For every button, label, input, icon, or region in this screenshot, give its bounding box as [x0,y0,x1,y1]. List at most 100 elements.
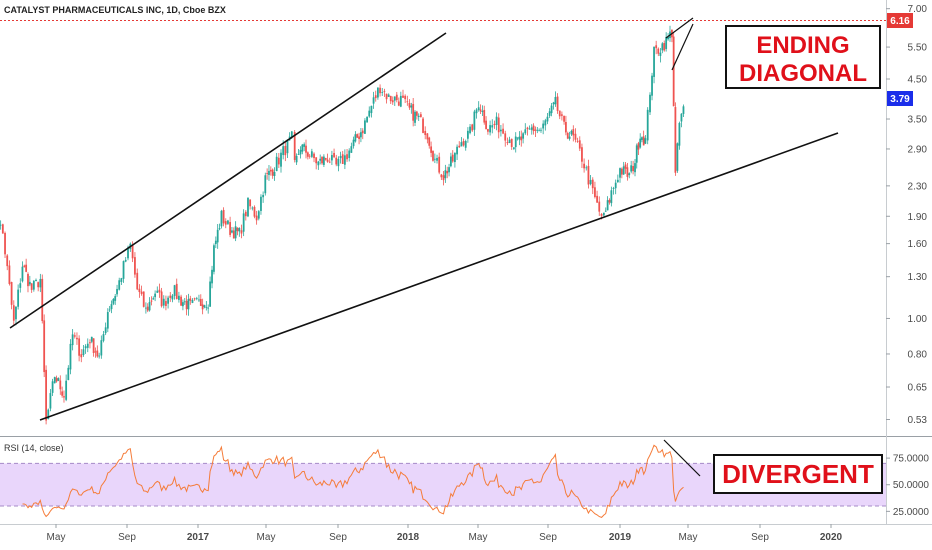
time-axis-tick-label: 2020 [820,532,843,543]
candle-body [606,200,609,211]
candle [193,297,196,301]
rsi-title: RSI (14, close) [4,443,64,453]
candle-body [550,105,553,114]
candle-body [620,168,623,175]
candle-body [337,158,340,167]
candle-body [211,269,213,284]
price-axis-tick-label: 1.90 [908,212,928,223]
candle-body [432,150,434,161]
candle [596,190,598,204]
last-price-tag-text: 3.79 [890,94,910,105]
candle [41,274,44,324]
candle [563,115,565,125]
candle [275,152,278,172]
candle [229,216,231,238]
candle-body [187,299,190,310]
candle-body [227,220,229,224]
candle [646,107,649,145]
candle-body [78,338,81,356]
candle-body [303,144,306,147]
candle [71,329,74,351]
candle-body [25,264,28,272]
candle [682,104,685,117]
candle [114,293,117,305]
candle-body [558,110,561,117]
candle [306,151,309,160]
candle-body [326,159,329,162]
candle [303,142,306,152]
candle [112,297,115,306]
candle [67,365,70,381]
candle [635,143,638,169]
price-axis-tick-label: 1.00 [908,314,928,325]
candle [175,278,178,300]
candle-body [255,215,258,221]
candle-body [632,166,634,172]
candle-body [231,230,233,233]
candle [446,166,449,179]
candle-body [118,280,121,290]
candle [370,105,373,118]
candle [426,132,429,144]
time-axis: May Sep 2017 May Sep 2018 May Sep 2019 May Sep 2020 [47,524,843,543]
chart-title: CATALYST PHARMACEUTICALS INC, 1D, Cboe B… [4,5,226,15]
candle [402,89,404,98]
candle [389,95,392,104]
candle [585,165,588,171]
candle [659,48,662,63]
candle [262,191,265,203]
candle-body [449,156,452,167]
candle [642,130,645,146]
candle-body [448,167,450,173]
candle-body [610,190,613,204]
candle [530,124,533,135]
candle [271,168,274,179]
candle [100,335,103,359]
candle [649,92,651,115]
candle [268,164,270,181]
candle [663,40,666,52]
candle [182,299,184,311]
candle-body [240,230,243,234]
candle [393,96,396,107]
candle [381,88,384,96]
candle-body [201,304,204,310]
price-axis-tick-label: 1.60 [908,239,928,250]
candle-body [49,393,52,409]
candle [92,338,95,357]
candle [231,227,233,234]
candle [665,32,668,52]
candle [583,158,586,173]
candle [277,152,280,169]
candle-body [502,128,504,134]
candle-body [589,180,592,185]
candle [86,338,89,353]
candle [23,264,26,268]
candle-body [313,153,315,159]
candle [372,91,375,109]
candle [532,123,535,135]
candle [124,257,127,263]
candle-body [399,95,402,107]
candle [558,110,561,120]
candle-body [436,157,438,161]
candle-body [665,36,668,49]
candle [138,284,141,298]
candle-body [275,156,278,172]
candle-body [481,110,484,112]
candle [661,42,664,54]
candle-body [619,168,621,178]
candle-body [89,342,91,344]
candle-body [156,290,159,293]
candle [477,101,480,112]
candle [167,295,169,309]
candle-body [682,106,685,114]
candle [395,91,398,103]
candle-body [651,75,653,96]
candle-body [348,150,351,158]
candle [213,243,215,275]
candle [552,101,555,110]
candle-body [556,96,559,111]
candle-body [642,136,645,146]
candle [165,295,167,311]
